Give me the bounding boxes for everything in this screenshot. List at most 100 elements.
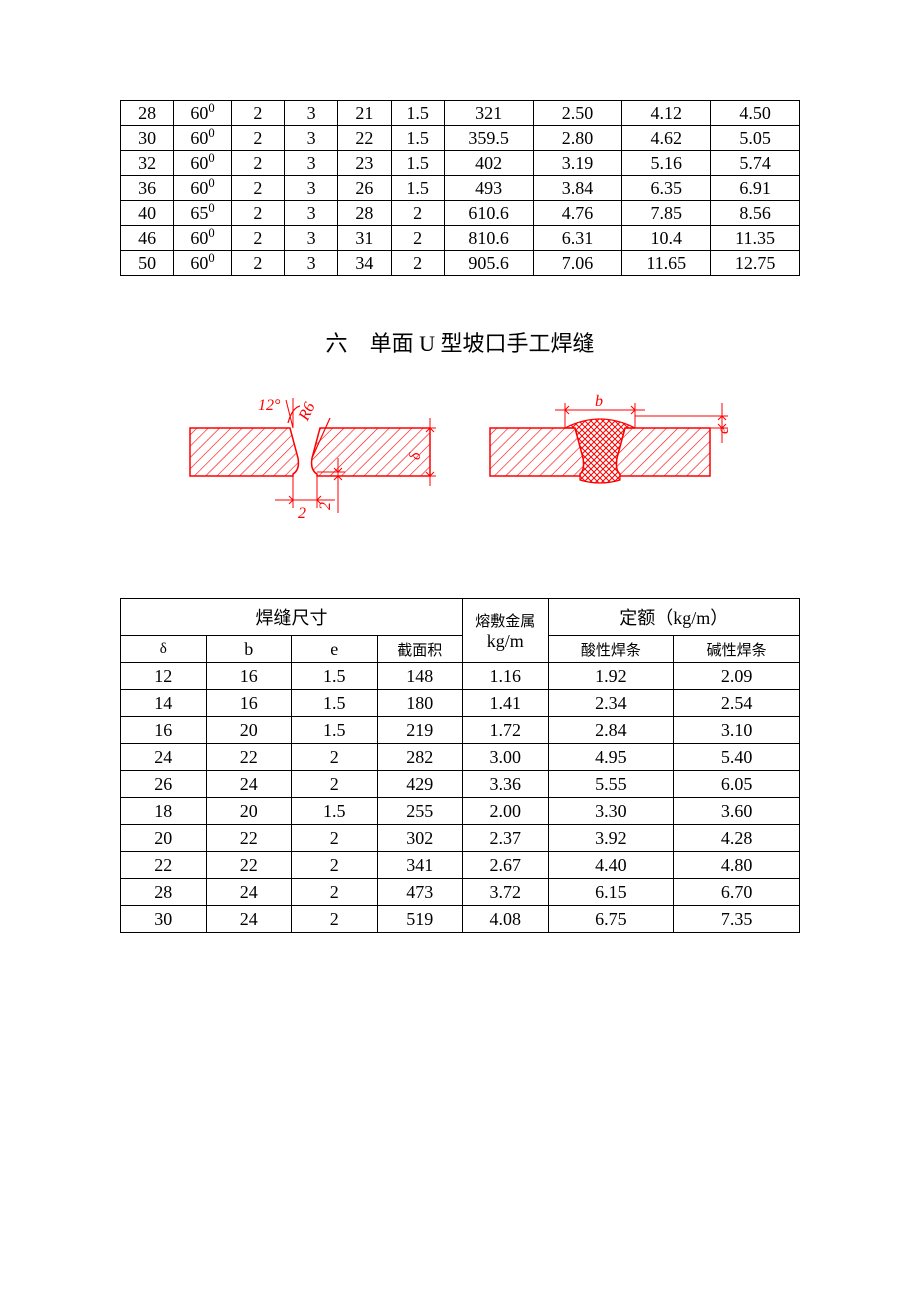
table-row: 282424733.726.156.70 xyxy=(121,879,800,906)
table-cell: 6.15 xyxy=(548,879,674,906)
table-cell: 341 xyxy=(377,852,463,879)
table-row: 12161.51481.161.922.09 xyxy=(121,663,800,690)
table-cell: 1.16 xyxy=(463,663,549,690)
table-cell: 1.5 xyxy=(292,798,378,825)
table-cell: 3.10 xyxy=(674,717,800,744)
table-cell: 50 xyxy=(121,251,174,276)
table-cell: 28 xyxy=(121,879,207,906)
table-cell: 18 xyxy=(121,798,207,825)
table-cell: 6.31 xyxy=(533,226,622,251)
table-cell: 219 xyxy=(377,717,463,744)
table-cell: 1.5 xyxy=(292,663,378,690)
table-row: 4660023312810.66.3110.411.35 xyxy=(121,226,800,251)
table-cell: 20 xyxy=(206,717,292,744)
table-cell: 24 xyxy=(121,744,207,771)
table-cell: 28 xyxy=(121,101,174,126)
table-cell: 3.72 xyxy=(463,879,549,906)
table-cell: 2 xyxy=(292,852,378,879)
table-cell: 21 xyxy=(338,101,391,126)
th-e: e xyxy=(292,636,378,663)
table-cell: 2.80 xyxy=(533,126,622,151)
table-row: 4065023282610.64.767.858.56 xyxy=(121,201,800,226)
table-cell: 16 xyxy=(121,717,207,744)
table-cell: 2.50 xyxy=(533,101,622,126)
table-cell: 11.35 xyxy=(711,226,800,251)
radius-label: R6 xyxy=(295,400,318,424)
table-cell: 2.09 xyxy=(674,663,800,690)
table-cell: 2 xyxy=(231,251,284,276)
table-cell: 2 xyxy=(292,825,378,852)
table-row: 222223412.674.404.80 xyxy=(121,852,800,879)
table-cell: 4.95 xyxy=(548,744,674,771)
table-cell: 11.65 xyxy=(622,251,711,276)
table-cell: 600 xyxy=(174,176,231,201)
table-cell: 2 xyxy=(231,126,284,151)
table-cell: 24 xyxy=(206,906,292,933)
table-cell: 2 xyxy=(391,251,444,276)
table-cell: 600 xyxy=(174,101,231,126)
th-quota: 定额（kg/m） xyxy=(548,599,800,636)
table-cell: 600 xyxy=(174,226,231,251)
table-cell: 3.00 xyxy=(463,744,549,771)
th-delta: δ xyxy=(121,636,207,663)
table-cell: 180 xyxy=(377,690,463,717)
table-cell: 12.75 xyxy=(711,251,800,276)
table-cell: 650 xyxy=(174,201,231,226)
table-cell: 4.28 xyxy=(674,825,800,852)
table-cell: 3.19 xyxy=(533,151,622,176)
table-cell: 2.54 xyxy=(674,690,800,717)
section-title-text: 单面 U 型坡口手工焊缝 xyxy=(370,331,595,356)
table-weld-params-lower: 焊缝尺寸 熔敷金属 kg/m 定额（kg/m） δ b e 截面积 酸性焊条 碱… xyxy=(120,598,800,933)
table-cell: 7.35 xyxy=(674,906,800,933)
table-cell: 2 xyxy=(231,201,284,226)
table-cell: 3 xyxy=(284,251,337,276)
table-row: 202223022.373.924.28 xyxy=(121,825,800,852)
table-cell: 23 xyxy=(338,151,391,176)
table-cell: 1.5 xyxy=(391,126,444,151)
table-cell: 6.91 xyxy=(711,176,800,201)
section-prefix: 六 xyxy=(326,331,348,356)
root-gap-label: 2 xyxy=(298,505,306,522)
table-cell: 2 xyxy=(391,201,444,226)
table-cell: 6.05 xyxy=(674,771,800,798)
table-row: 2860023211.53212.504.124.50 xyxy=(121,101,800,126)
table-cell: 28 xyxy=(338,201,391,226)
table-cell: 600 xyxy=(174,251,231,276)
th-alkaline: 碱性焊条 xyxy=(674,636,800,663)
table-cell: 1.5 xyxy=(391,151,444,176)
table-cell: 1.92 xyxy=(548,663,674,690)
table-cell: 26 xyxy=(338,176,391,201)
table-row: 3060023221.5359.52.804.625.05 xyxy=(121,126,800,151)
table-cell: 5.74 xyxy=(711,151,800,176)
table-cell: 2.84 xyxy=(548,717,674,744)
table-cell: 3.60 xyxy=(674,798,800,825)
table-cell: 3.36 xyxy=(463,771,549,798)
table-row: 18201.52552.003.303.60 xyxy=(121,798,800,825)
table-row: 16201.52191.722.843.10 xyxy=(121,717,800,744)
table-cell: 12 xyxy=(121,663,207,690)
table-cell: 4.76 xyxy=(533,201,622,226)
table-cell: 24 xyxy=(206,879,292,906)
table-cell: 26 xyxy=(121,771,207,798)
table-row: 262424293.365.556.05 xyxy=(121,771,800,798)
th-acid: 酸性焊条 xyxy=(548,636,674,663)
angle-label: 12° xyxy=(258,397,281,414)
table-cell: 16 xyxy=(206,690,292,717)
table2-head: 焊缝尺寸 熔敷金属 kg/m 定额（kg/m） δ b e 截面积 酸性焊条 碱… xyxy=(121,599,800,663)
table-cell: 610.6 xyxy=(444,201,533,226)
table-cell: 5.05 xyxy=(711,126,800,151)
table-weld-params-upper: 2860023211.53212.504.124.503060023221.53… xyxy=(120,100,800,276)
table-cell: 1.5 xyxy=(292,690,378,717)
table-cell: 7.85 xyxy=(622,201,711,226)
th-b: b xyxy=(206,636,292,663)
table-cell: 905.6 xyxy=(444,251,533,276)
table-cell: 2 xyxy=(292,906,378,933)
u-groove-diagram-right: b e xyxy=(480,388,740,548)
table-cell: 473 xyxy=(377,879,463,906)
table-cell: 16 xyxy=(206,663,292,690)
thickness-label: δ xyxy=(407,452,424,460)
section-heading: 六 单面 U 型坡口手工焊缝 xyxy=(60,326,860,358)
table-cell: 36 xyxy=(121,176,174,201)
table-cell: 5.16 xyxy=(622,151,711,176)
th-dep-line1: 熔敷金属 xyxy=(465,610,546,631)
